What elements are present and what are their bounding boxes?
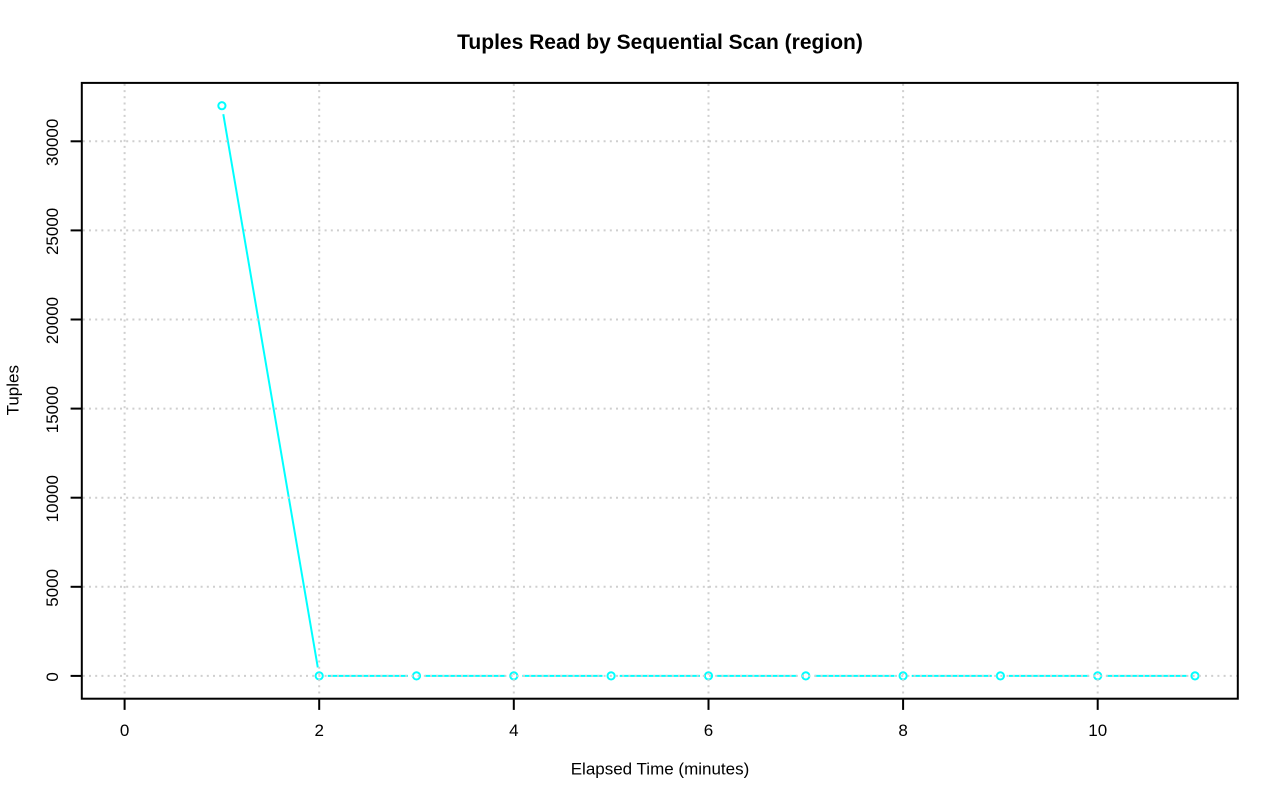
svg-text:5000: 5000 bbox=[43, 569, 62, 607]
svg-text:30000: 30000 bbox=[43, 119, 62, 166]
svg-text:20000: 20000 bbox=[43, 297, 62, 344]
svg-text:10000: 10000 bbox=[43, 475, 62, 522]
svg-text:Tuples: Tuples bbox=[4, 365, 23, 415]
svg-text:25000: 25000 bbox=[43, 208, 62, 255]
svg-text:4: 4 bbox=[509, 721, 518, 740]
svg-text:Tuples Read by Sequential Scan: Tuples Read by Sequential Scan (region) bbox=[457, 31, 863, 54]
svg-text:Elapsed Time (minutes): Elapsed Time (minutes) bbox=[571, 759, 750, 778]
svg-text:8: 8 bbox=[898, 721, 907, 740]
svg-text:0: 0 bbox=[43, 672, 62, 681]
svg-text:15000: 15000 bbox=[43, 386, 62, 433]
svg-text:2: 2 bbox=[314, 721, 323, 740]
svg-text:0: 0 bbox=[120, 721, 129, 740]
svg-text:10: 10 bbox=[1088, 721, 1107, 740]
svg-text:6: 6 bbox=[704, 721, 713, 740]
